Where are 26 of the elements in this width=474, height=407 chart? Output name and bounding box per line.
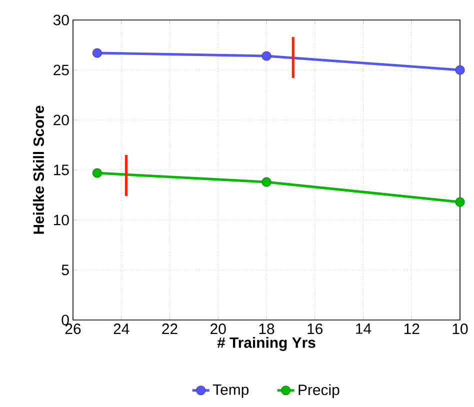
x-tick-label: 20 — [210, 324, 226, 334]
legend-label: Temp — [212, 384, 249, 398]
y-axis-title: Heidke Skill Score — [33, 106, 44, 234]
x-tick-label: 16 — [308, 324, 323, 334]
y-tick-label: 15 — [54, 164, 69, 176]
point — [262, 51, 272, 61]
y-tick-label: 20 — [54, 114, 69, 126]
y-tick-label: 5 — [62, 264, 69, 276]
point — [92, 48, 102, 58]
x-tick-label: 12 — [404, 324, 420, 334]
x-tick-label: 10 — [452, 324, 468, 334]
point — [455, 197, 465, 207]
x-tick-label: 22 — [162, 324, 178, 334]
y-tick-label: 25 — [54, 64, 69, 76]
x-tick-label: 26 — [65, 324, 81, 334]
x-tick-label: 24 — [114, 324, 130, 334]
legend-label: Precip — [298, 384, 340, 398]
point — [262, 177, 272, 187]
y-tick-label: 0 — [62, 314, 69, 326]
x-axis-title: # Training Yrs — [217, 336, 316, 351]
x-tick-label: 18 — [259, 324, 274, 334]
y-tick-label: 30 — [53, 14, 69, 26]
x-tick-label: 14 — [356, 324, 372, 334]
point — [455, 65, 465, 75]
point — [92, 168, 102, 178]
y-tick-label: 10 — [54, 214, 69, 226]
